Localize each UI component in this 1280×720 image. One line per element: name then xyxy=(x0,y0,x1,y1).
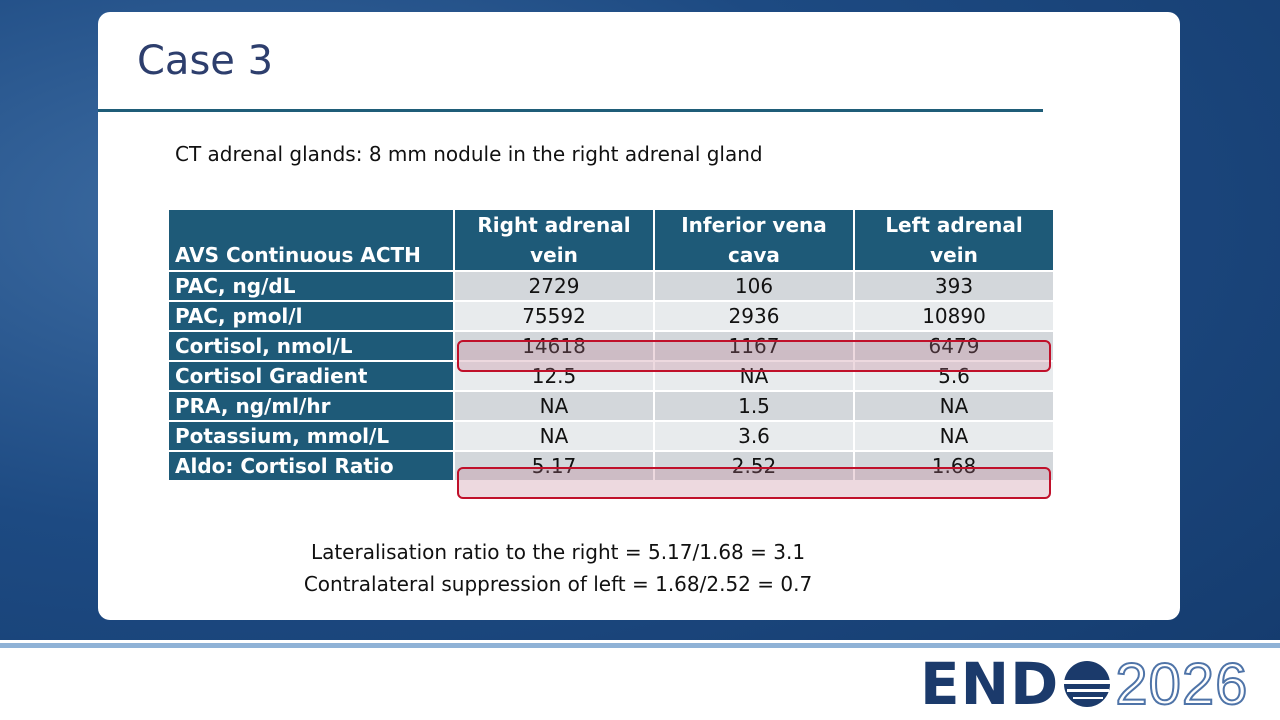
row-label: Potassium, mmol/L xyxy=(167,420,455,452)
cell: 12.5 xyxy=(453,360,655,392)
cell: NA xyxy=(853,390,1055,422)
row-label: PRA, ng/ml/hr xyxy=(167,390,455,422)
cell: 1.5 xyxy=(653,390,855,422)
title: Case 3 xyxy=(137,38,274,84)
table-row: PRA, ng/ml/hr NA 1.5 NA xyxy=(167,390,1055,422)
cell: 2936 xyxy=(653,300,855,332)
avs-table: AVS Continuous ACTH Right adrenal vein Inf… xyxy=(167,208,1055,482)
cell: NA xyxy=(853,420,1055,452)
cell: NA xyxy=(453,420,655,452)
logo-text: END xyxy=(920,650,1060,718)
row-label: Cortisol, nmol/L xyxy=(167,330,455,362)
subtitle: CT adrenal glands: 8 mm nodule in the ri… xyxy=(175,142,763,166)
title-rule xyxy=(98,109,1043,112)
row-label: Cortisol Gradient xyxy=(167,360,455,392)
cell: 5.17 xyxy=(453,450,655,482)
logo-text: 2026 xyxy=(1114,651,1249,718)
cell: 75592 xyxy=(453,300,655,332)
footer-line xyxy=(0,643,1280,648)
table-row: Potassium, mmol/L NA 3.6 NA xyxy=(167,420,1055,452)
cell: 5.6 xyxy=(853,360,1055,392)
row-label: PAC, ng/dL xyxy=(167,270,455,302)
table-row: Cortisol, nmol/L 14618 1167 6479 xyxy=(167,330,1055,362)
cell: 6479 xyxy=(853,330,1055,362)
cell: 3.6 xyxy=(653,420,855,452)
note: Contralateral suppression of left = 1.68… xyxy=(303,572,813,596)
content-card: Case 3 CT adrenal glands: 8 mm nodule in… xyxy=(98,12,1180,620)
notes: Lateralisation ratio to the right = 5.17… xyxy=(258,536,858,600)
cell: 14618 xyxy=(453,330,655,362)
row-label: PAC, pmol/l xyxy=(167,300,455,332)
column-header: AVS Continuous ACTH xyxy=(167,208,455,272)
table-row: Cortisol Gradient 12.5 NA 5.6 xyxy=(167,360,1055,392)
table-row: PAC, ng/dL 2729 106 393 xyxy=(167,270,1055,302)
row-label: Aldo: Cortisol Ratio xyxy=(167,450,455,482)
cell: 393 xyxy=(853,270,1055,302)
table-row: PAC, pmol/l 75592 2936 10890 xyxy=(167,300,1055,332)
note: Lateralisation ratio to the right = 5.17… xyxy=(310,540,806,564)
column-header: Left adrenal vein xyxy=(853,208,1055,272)
cell: 106 xyxy=(653,270,855,302)
cell: 2.52 xyxy=(653,450,855,482)
table-row: Aldo: Cortisol Ratio 5.17 2.52 1.68 xyxy=(167,450,1055,482)
column-header: Inferior vena cava xyxy=(653,208,855,272)
header-row: AVS Continuous ACTH Right adrenal vein Inf… xyxy=(167,208,1055,272)
cell: 2729 xyxy=(453,270,655,302)
cell: NA xyxy=(653,360,855,392)
logo-globe xyxy=(1061,661,1114,707)
cell: 1167 xyxy=(653,330,855,362)
cell: 1.68 xyxy=(853,450,1055,482)
column-header: Right adrenal vein xyxy=(453,208,655,272)
logo: END 2026 xyxy=(920,650,1249,718)
cell: 10890 xyxy=(853,300,1055,332)
cell: NA xyxy=(453,390,655,422)
